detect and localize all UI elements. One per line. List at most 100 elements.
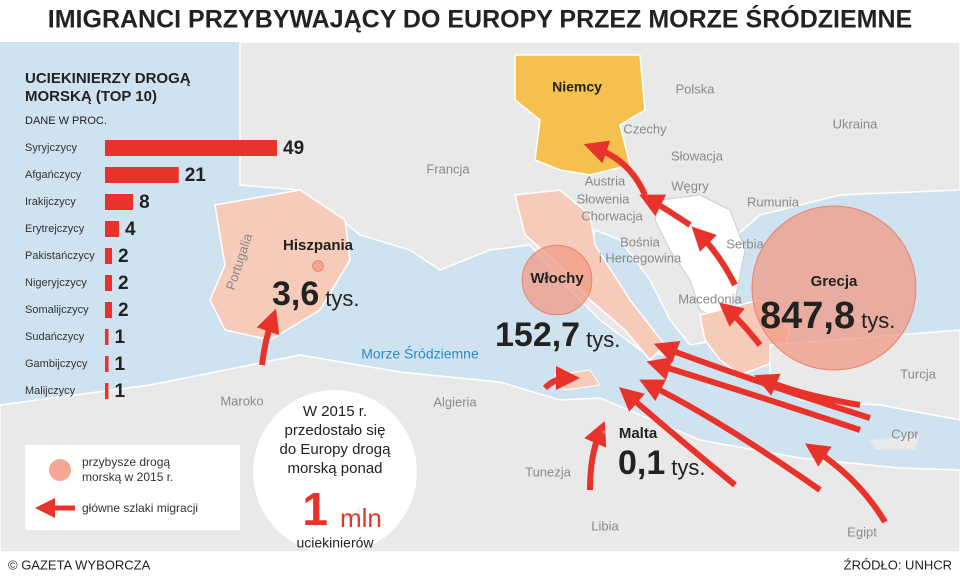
content: UCIEKINIERZY DROGĄ MORSKĄ (TOP 10) DANE W … (8, 70, 952, 572)
info-text: morską ponad (287, 460, 382, 477)
route-arrow (653, 340, 871, 421)
info-text: przedostało się (285, 422, 386, 439)
country-label: Rumunia (747, 194, 800, 209)
category-label: Pakistańczycy (25, 250, 95, 262)
arrival-circle (312, 260, 324, 272)
route-arrow (805, 443, 888, 524)
route-arrow (639, 379, 822, 493)
value-label: 49 (283, 138, 304, 159)
category-label: Malijczycy (25, 385, 76, 397)
route-arrow (618, 387, 737, 488)
footer-left: © GAZETA WYBORCZA (8, 557, 151, 572)
country-label: Słowenia (577, 191, 631, 206)
bar (105, 167, 179, 183)
arrival-value: 3,6 (272, 275, 319, 313)
bar (105, 221, 120, 237)
value-label: 2 (118, 300, 129, 321)
routes (256, 140, 888, 524)
country-label: Niemcy (552, 79, 602, 95)
info-number: 1 (302, 483, 328, 535)
arrival-value: 0,1 (618, 444, 665, 482)
footer-right: ŹRÓDŁO: UNHCR (844, 557, 952, 572)
legend-label: przybysze drogą (82, 455, 170, 469)
country-label: Cypr (891, 426, 919, 441)
info-circle (253, 390, 417, 554)
arrival-unit: tys. (861, 308, 895, 333)
category-label: Irakijczycy (25, 196, 76, 208)
arrival-value: 847,8 (760, 295, 855, 337)
route-arrow (542, 366, 580, 391)
info-text: do Europy drogą (280, 441, 392, 458)
route-arrow (691, 226, 738, 287)
info-unit: mln (340, 503, 382, 533)
country-label: Węgry (671, 178, 709, 193)
info-text: W 2015 r. (303, 403, 367, 420)
chart-subtitle: DANE W PROC. (25, 115, 107, 127)
title: IMIGRANCI PRZYBYWAJĄCY DO EUROPY PRZEZ M… (48, 4, 912, 34)
arrival-circle (751, 205, 917, 371)
arrival-unit: tys. (586, 327, 620, 352)
country-label: Turcja (900, 366, 936, 381)
spain (209, 189, 351, 341)
country-label: Austria (585, 173, 626, 188)
route-arrow (718, 302, 763, 347)
bar (105, 329, 109, 345)
arrival-unit: tys. (325, 286, 359, 311)
value-label: 2 (118, 273, 129, 294)
category-label: Afgańczycy (25, 169, 82, 181)
value-label: 21 (185, 165, 207, 186)
country-label: i Hercegowina (599, 250, 682, 265)
info-text: uciekinierów (296, 535, 374, 551)
category-label: Sudańczycy (25, 331, 85, 343)
arrival-circle (602, 430, 606, 434)
bar (105, 140, 277, 156)
route-arrow (584, 420, 607, 491)
arrival-country: Grecja (811, 273, 858, 290)
category-label: Nigeryjczycy (25, 277, 87, 289)
value-label: 4 (125, 219, 136, 240)
category-label: Gambijczycy (25, 358, 88, 370)
arrival-country: Malta (619, 425, 658, 442)
arrival-country: Hiszpania (283, 237, 354, 254)
country-label: Ukraina (833, 116, 879, 131)
value-label: 8 (139, 192, 150, 213)
country-label: Macedonia (678, 291, 742, 306)
bar (105, 194, 134, 210)
bar (105, 383, 109, 399)
country-label: Maroko (220, 393, 263, 408)
country-label: Polska (675, 81, 715, 96)
route-arrow (583, 140, 648, 197)
country-label: Egipt (847, 524, 877, 539)
bar (105, 248, 113, 264)
category-label: Somalijczycy (25, 304, 89, 316)
value-label: 1 (115, 354, 126, 375)
country-label: Serbia (726, 236, 764, 251)
arrival-unit: tys. (671, 455, 705, 480)
arrival-value: 152,7 (495, 316, 580, 354)
bar (105, 275, 113, 291)
route-arrow (639, 194, 692, 228)
route-arrow (256, 308, 280, 366)
category-label: Syryjczycy (25, 142, 77, 154)
sea-label: Morze Śródziemne (361, 345, 479, 362)
country-label: Czechy (623, 121, 667, 136)
value-label: 2 (118, 246, 129, 267)
cyprus (870, 435, 920, 450)
country-label: Francja (426, 161, 470, 176)
value-label: 1 (115, 327, 126, 348)
route-arrow (646, 357, 861, 433)
country-label: Tunezja (525, 464, 572, 479)
chart-title: UCIEKINIERZY DROGĄ MORSKĄ (TOP 10) (25, 70, 191, 105)
country-label: Bośnia (620, 234, 661, 249)
legend-circle (49, 459, 71, 481)
category-label: Erytrejczycy (25, 223, 85, 235)
arrival-country: Włochy (530, 270, 584, 287)
legend-label: morską w 2015 r. (82, 470, 173, 484)
country-label: Libia (591, 518, 619, 533)
value-label: 1 (115, 381, 126, 402)
country-label: Słowacja (671, 148, 724, 163)
bar (105, 302, 113, 318)
country-label: Chorwacja (581, 208, 643, 223)
bar (105, 356, 109, 372)
